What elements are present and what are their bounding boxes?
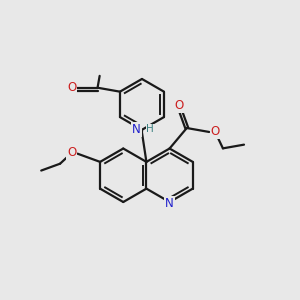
- Text: O: O: [67, 81, 76, 94]
- Text: O: O: [174, 99, 184, 112]
- Text: N: N: [132, 123, 141, 136]
- Text: N: N: [165, 197, 174, 210]
- Text: O: O: [67, 146, 76, 159]
- Text: O: O: [211, 125, 220, 139]
- Text: H: H: [146, 124, 154, 134]
